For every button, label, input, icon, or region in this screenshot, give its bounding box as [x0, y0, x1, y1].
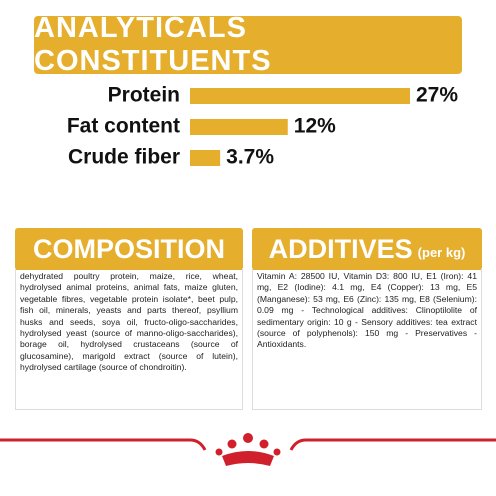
value-label: 27% [416, 84, 458, 107]
value-label: 12% [294, 115, 336, 138]
bar [190, 119, 288, 135]
chart: Protein 27% Fat content 12% Crude fiber 3.7% [67, 84, 459, 169]
red-line [0, 438, 207, 451]
composition-text: dehydrated poultry protein, maize, rice,… [15, 268, 243, 410]
additives-subtitle: (per kg) [417, 244, 466, 260]
crown-logo [215, 433, 281, 466]
composition-title: COMPOSITION [15, 228, 243, 270]
additives-header: ADDITIVES (per kg) [252, 228, 482, 270]
chart-title: ANALYTICALS CONSTITUENTS [34, 12, 462, 77]
category-label: Fat content [67, 115, 180, 138]
additives-text: Vitamin A: 28500 IU, Vitamin D3: 800 IU,… [252, 268, 482, 410]
brand-footer [0, 433, 496, 466]
bar [190, 88, 410, 104]
red-line [289, 438, 496, 451]
category-label: Crude fiber [68, 146, 180, 169]
additives-title: ADDITIVES [268, 233, 413, 264]
bar [190, 150, 221, 166]
category-label: Protein [108, 84, 180, 107]
value-label: 3.7% [226, 146, 274, 169]
